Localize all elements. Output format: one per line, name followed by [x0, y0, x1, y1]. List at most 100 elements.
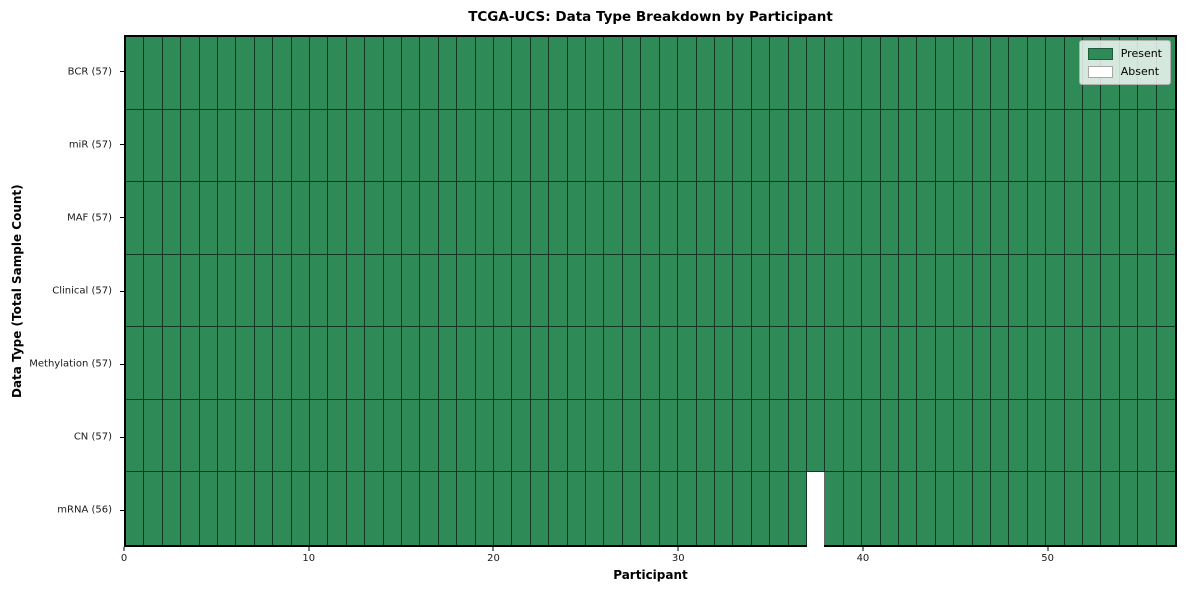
heatmap-cell-present [1009, 327, 1028, 400]
heatmap-cell-present [678, 37, 697, 110]
heatmap-cell-present [678, 399, 697, 473]
heatmap-cell-present [328, 472, 347, 545]
heatmap-cell-present [383, 254, 403, 328]
heatmap-cell-present [549, 182, 568, 255]
heatmap-cell-present [549, 109, 568, 183]
heatmap-cell-present [254, 182, 274, 255]
heatmap-cell-present [346, 472, 366, 545]
heatmap-cell-present [972, 182, 991, 255]
heatmap-cell-present [475, 109, 495, 183]
heatmap-cell-present [935, 37, 955, 110]
heatmap-cell-present [346, 182, 366, 255]
heatmap-cell-present [898, 182, 918, 255]
heatmap-cell-present [328, 399, 347, 473]
heatmap-cell-present [641, 182, 660, 255]
heatmap-cell-present [530, 472, 550, 545]
heatmap-cell-present [457, 37, 476, 110]
heatmap-cell-present [641, 399, 660, 473]
heatmap-cell-present [1101, 254, 1120, 328]
heatmap-cell-present [273, 37, 292, 110]
heatmap-cell-present [898, 37, 918, 110]
heatmap-cell-present [1119, 399, 1139, 473]
heatmap-cell-present [714, 327, 734, 400]
heatmap-cell-present [310, 254, 329, 328]
heatmap-cell-present [862, 399, 881, 473]
heatmap-cell-present [788, 182, 807, 255]
legend-label: Absent [1120, 65, 1160, 78]
heatmap-cell-present [291, 109, 311, 183]
heatmap-cell-present [457, 182, 476, 255]
heatmap-cell-present [236, 254, 255, 328]
heatmap-cell-present [530, 327, 550, 400]
x-tick-mark [308, 547, 310, 551]
heatmap-cell-present [696, 327, 715, 400]
heatmap-cell-present [917, 254, 936, 328]
heatmap-cell-present [1082, 182, 1102, 255]
heatmap-cell-present [144, 472, 163, 545]
heatmap-cell-present [420, 37, 439, 110]
heatmap-cell-present [236, 37, 255, 110]
heatmap-cell-present [1046, 37, 1065, 110]
heatmap-cell-present [843, 327, 863, 400]
heatmap-cell-present [696, 254, 715, 328]
heatmap-cell-present [659, 472, 679, 545]
heatmap-cell-present [862, 37, 881, 110]
heatmap-cell-present [530, 399, 550, 473]
heatmap-cell-present [218, 37, 237, 110]
heatmap-cell-present [806, 254, 826, 328]
legend-item: Present [1087, 47, 1162, 60]
heatmap-cell-present [1009, 109, 1028, 183]
heatmap-cell-present [990, 254, 1010, 328]
heatmap-cell-present [586, 399, 605, 473]
y-tick-mark [120, 509, 124, 511]
heatmap-cell-present [751, 109, 771, 183]
heatmap-cell-present [1082, 109, 1102, 183]
heatmap-cell-present [954, 399, 973, 473]
chart-title: TCGA-UCS: Data Type Breakdown by Partici… [468, 9, 833, 25]
heatmap-cell-present [825, 182, 844, 255]
heatmap-cell-present [770, 399, 789, 473]
heatmap-cell-present [954, 109, 973, 183]
heatmap-cell-present [622, 254, 642, 328]
y-tick-label: miR (57) [68, 139, 112, 151]
heatmap-cell-present [328, 182, 347, 255]
heatmap-cell-present [733, 109, 752, 183]
heatmap-cell-present [199, 182, 219, 255]
heatmap-cell-present [788, 327, 807, 400]
heatmap-cell-present [218, 472, 237, 545]
x-tick-mark [862, 547, 864, 551]
heatmap-cell-present [714, 254, 734, 328]
heatmap-cell-present [862, 327, 881, 400]
x-axis-ticks: 0 10 20 30 40 50 [121, 547, 1177, 569]
heatmap-cell-present [843, 472, 863, 545]
heatmap-cell-present [1046, 254, 1065, 328]
heatmap-cell-present [420, 472, 439, 545]
legend: Present Absent [1078, 40, 1171, 85]
heatmap-cell-present [328, 109, 347, 183]
heatmap-cell-present [126, 399, 145, 473]
heatmap-cell-present [346, 37, 366, 110]
heatmap-cell-present [917, 472, 936, 545]
heatmap-cell-present [162, 109, 182, 183]
heatmap-cell-present [310, 37, 329, 110]
heatmap-cell-present [144, 399, 163, 473]
heatmap-cell-present [954, 254, 973, 328]
heatmap-cell-present [162, 37, 182, 110]
heatmap-cell-present [1101, 399, 1120, 473]
heatmap-cell-present [1027, 472, 1047, 545]
heatmap-cell-present [494, 37, 513, 110]
heatmap-cell-present [1138, 109, 1157, 183]
heatmap-cell-present [586, 327, 605, 400]
heatmap-cell-present [1101, 182, 1120, 255]
heatmap-cell-present [843, 182, 863, 255]
heatmap-cell-present [1046, 182, 1065, 255]
heatmap-cell-present [144, 37, 163, 110]
heatmap-cell-present [972, 399, 991, 473]
heatmap-cell-present [862, 109, 881, 183]
heatmap-cell-present [567, 399, 587, 473]
heatmap-cell-present [310, 472, 329, 545]
heatmap-cell-present [825, 327, 844, 400]
heatmap-cell-present [825, 399, 844, 473]
heatmap-cell-present [383, 109, 403, 183]
heatmap-cell-present [438, 182, 458, 255]
